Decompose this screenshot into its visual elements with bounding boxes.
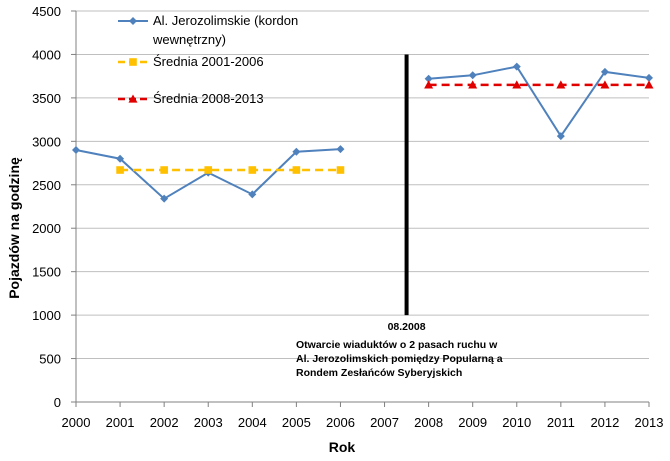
x-tick-label: 2005	[282, 415, 311, 430]
x-tick-labels: 2000 2001 2002 2003 2004 2005 2006 2007 2008 2009…	[62, 415, 664, 430]
x-tick-label: 2003	[194, 415, 223, 430]
y-tick-label: 4000	[32, 47, 61, 62]
y-tick-label: 1000	[32, 308, 61, 323]
y-tick-label: 1500	[32, 265, 61, 280]
data-point-diamond	[248, 190, 257, 199]
x-tick-label: 2000	[62, 415, 91, 430]
x-tick-label: 2006	[326, 415, 355, 430]
data-point-triangle	[424, 80, 434, 89]
legend-entry-1: Al. Jerozolimskie (kordon wewnętrzny)	[118, 13, 298, 47]
y-tick-label: 4500	[32, 4, 61, 19]
data-point-diamond	[72, 146, 80, 155]
data-point-diamond	[468, 71, 477, 80]
event-marker-label: 08.2008	[388, 321, 426, 333]
data-point-triangle	[512, 80, 522, 89]
x-tick-label: 2004	[238, 415, 267, 430]
data-point-square	[292, 166, 301, 174]
data-point-square	[336, 166, 345, 174]
x-tick-label: 2011	[547, 415, 575, 430]
data-point-square	[204, 166, 213, 174]
event-annotation-line: Al. Jerozolimskich pomiędzy Popularną a	[296, 353, 503, 365]
series-layer	[72, 62, 654, 203]
legend-label: Średnia 2008-2013	[153, 91, 264, 106]
data-point-diamond	[336, 145, 345, 154]
y-tick-label: 0	[54, 395, 61, 410]
y-tick-label: 2000	[32, 221, 61, 236]
event-annotation-line: Rondem Zesłańców Syberyjskich	[296, 367, 462, 379]
legend-label: wewnętrzny)	[152, 32, 226, 47]
gridlines	[76, 10, 649, 360]
data-point-diamond	[116, 154, 125, 163]
event-annotation-line: Otwarcie wiaduktów o 2 pasach ruchu w	[296, 339, 498, 351]
data-point-diamond	[512, 62, 521, 71]
x-tick-label: 2002	[150, 415, 179, 430]
x-tick-label: 2009	[458, 415, 487, 430]
x-tick-label: 2010	[502, 415, 531, 430]
y-tick-label: 3500	[32, 91, 61, 106]
data-point-square	[116, 166, 124, 174]
series-line	[428, 65, 650, 138]
series-2	[116, 166, 345, 174]
data-point-triangle	[468, 80, 478, 89]
data-point-diamond	[160, 194, 169, 203]
x-tick-label: 2001	[106, 415, 135, 430]
data-point-diamond	[645, 73, 653, 82]
x-tick-label: 2012	[590, 415, 619, 430]
legend-entry-2: Średnia 2001-2006	[118, 54, 264, 69]
x-tick-label: 2008	[414, 415, 443, 430]
legend-label: Al. Jerozolimskie (kordon	[153, 13, 298, 28]
y-tick-labels: 0 500 1000 1500 2000 2500 3000 3500 4000 4500	[32, 4, 61, 410]
data-point-square	[160, 166, 168, 174]
data-point-triangle	[128, 94, 138, 103]
legend: Al. Jerozolimskie (kordon wewnętrzny) Śred…	[118, 13, 298, 106]
y-tick-label: 3000	[32, 134, 61, 149]
data-point-triangle	[556, 80, 566, 89]
y-axis-title: Pojazdów na godzinę	[6, 157, 22, 299]
data-point-triangle	[600, 80, 610, 89]
legend-entry-3: Średnia 2008-2013	[118, 91, 264, 106]
legend-label: Średnia 2001-2006	[153, 54, 264, 69]
data-point-square	[129, 58, 137, 66]
y-tick-label: 2500	[32, 178, 61, 193]
data-point-diamond	[556, 132, 565, 141]
x-tick-label: 2013	[635, 415, 664, 430]
series-1	[72, 62, 653, 203]
data-point-diamond	[424, 74, 433, 83]
x-tick-label: 2007	[370, 415, 399, 430]
data-point-diamond	[292, 147, 301, 156]
event-marker-group: 08.2008 Otwarcie wiaduktów o 2 pasach ruc…	[296, 54, 503, 379]
data-point-diamond	[600, 67, 609, 76]
series-3	[424, 80, 654, 89]
data-point-square	[248, 166, 257, 174]
x-axis-title: Rok	[329, 439, 356, 455]
data-point-diamond	[129, 17, 137, 25]
data-point-triangle	[644, 80, 654, 89]
axes	[71, 10, 650, 407]
y-tick-label: 500	[39, 352, 61, 367]
